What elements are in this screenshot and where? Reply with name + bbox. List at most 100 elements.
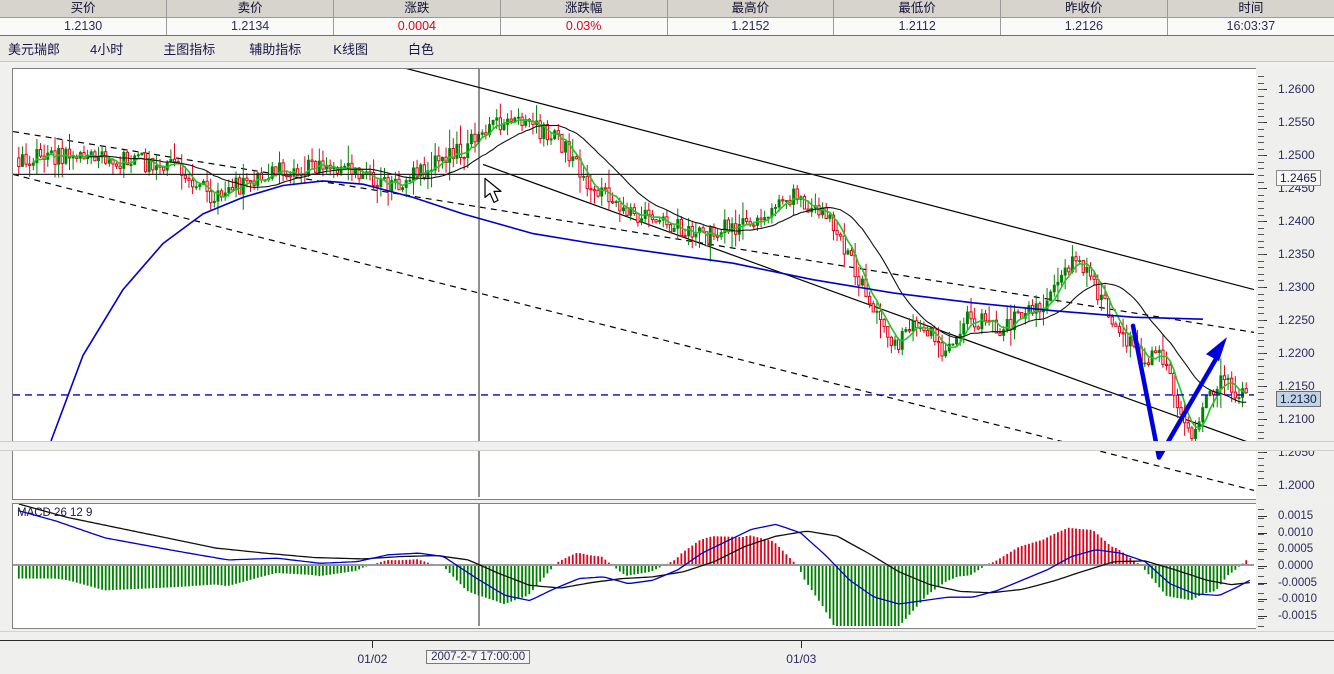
column-header-ask[interactable]: 卖价 [166,0,334,18]
macd-axis-minor-tick [1258,509,1264,511]
price-axis-minor-tick [1258,128,1264,130]
column-header-time[interactable]: 时间 [1167,0,1334,18]
price-axis-minor-tick [1258,484,1264,486]
bottom-spacer [0,631,1334,641]
macd-axis-minor-tick [1258,592,1264,594]
price-axis-minor-tick [1258,181,1264,183]
trend-annotation-arrow [1130,323,1227,460]
price-axis-label: 1.2300 [1278,280,1315,294]
column-header-change[interactable]: 涨跌 [333,0,501,18]
date-axis-tick [801,641,803,648]
price-axis-minor-tick [1258,175,1264,177]
price-axis-minor-tick [1258,313,1264,315]
macd-axis-tick [1258,516,1267,517]
date-axis[interactable]: 01/02 01/03 2007-2-7 17:00:00 [0,640,1334,674]
price-axis-minor-tick [1258,431,1264,433]
price-axis-minor-tick [1258,168,1264,170]
macd-axis-minor-tick [1258,601,1264,602]
column-header-bid[interactable]: 买价 [0,0,168,18]
toolbar-sub-indicator[interactable]: 辅助指标 [249,42,302,57]
macd-axis-minor-tick [1258,542,1264,544]
macd-axis-tick [1258,599,1267,601]
price-axis-minor-tick [1258,155,1264,157]
quote-value-ask: 1.2134 [166,17,334,36]
column-header-high[interactable]: 最高价 [667,0,835,18]
macd-axis-minor-tick [1258,567,1264,569]
price-axis-minor-tick [1258,326,1264,328]
price-axis-label: 1.2550 [1278,115,1315,130]
price-axis-minor-tick [1258,240,1264,242]
price-axis-minor-tick [1258,339,1264,341]
price-axis-minor-tick [1258,109,1264,111]
price-axis-minor-tick [1258,405,1264,407]
toolbar-theme[interactable]: 白色 [407,42,434,57]
price-axis-minor-tick [1258,214,1264,216]
price-axis-minor-tick [1258,352,1264,354]
price-axis-minor-tick [1258,102,1264,104]
price-axis-minor-tick [1258,148,1264,150]
quote-value-low: 1.2112 [833,17,1001,36]
column-header-low[interactable]: 最低价 [833,0,1001,18]
price-axis-minor-tick [1258,142,1264,144]
price-axis-minor-tick [1258,464,1264,466]
price-axis-minor-tick [1258,194,1264,196]
price-axis-minor-tick [1258,300,1264,302]
price-axis-minor-tick [1258,82,1264,84]
macd-chart-svg [13,504,1254,626]
price-axis-minor-tick [1258,234,1264,236]
price-axis-minor-tick [1258,188,1264,190]
quote-header-row: 买价 卖价 涨跌 涨跌幅 最高价 最低价 昨收价 时间 [0,0,1334,18]
price-axis-label: 1.2150 [1278,378,1315,393]
price-axis[interactable]: 1.2600 1.2550 1.2500 1.2450 1.2400 1.2350 1.23… [1256,68,1334,500]
panel-divider[interactable] [0,441,1334,451]
macd-axis-minor-tick [1258,609,1264,611]
price-axis-minor-tick [1258,161,1264,163]
crosshair-date-label: 2007-2-7 17:00:00 [426,650,531,664]
price-axis-minor-tick [1258,346,1264,348]
quote-value-time: 16:03:37 [1167,17,1334,36]
toolbar-period[interactable]: 4小时 [90,42,124,57]
macd-axis-minor-tick [1258,576,1264,577]
toolbar-chart-type[interactable]: K线图 [333,42,368,57]
price-axis-label: 1.2100 [1278,411,1315,426]
price-axis-minor-tick [1258,76,1264,78]
price-axis-minor-tick [1258,267,1264,269]
price-axis-minor-tick [1258,287,1264,288]
macd-plot-area[interactable]: MACD 26 12 9 [12,503,1257,629]
macd-axis-tick [1258,549,1267,551]
price-axis-minor-tick [1258,438,1264,440]
price-axis-label: 1.2250 [1278,312,1315,327]
price-axis-minor-tick [1258,458,1264,460]
price-axis-minor-tick [1258,451,1264,453]
price-axis-minor-tick [1258,207,1264,209]
price-plot-area[interactable] [12,68,1257,500]
toolbar-symbol[interactable]: 美元瑞郎 [8,42,61,57]
macd-axis-label: 0.0015 [1278,510,1314,522]
price-axis-label: 1.2200 [1278,345,1315,360]
macd-axis-label: -0.0010 [1278,593,1318,606]
column-header-prev-close[interactable]: 昨收价 [1000,0,1168,18]
last-price-label: 1.2130 [1276,390,1321,407]
quote-header-table: 买价 卖价 涨跌 涨跌幅 最高价 最低价 昨收价 时间 1.2130 1.213… [0,0,1334,36]
macd-axis: 0.0015 0.0010 0.0005 0.0000 -0.0005 -0.0010 -0… [1256,503,1334,629]
price-axis-minor-tick [1258,221,1264,223]
macd-axis-minor-tick [1258,517,1264,519]
macd-axis-minor-tick [1258,534,1264,536]
quote-value-change-pct: 0.03% [500,17,668,36]
macd-axis-minor-tick [1258,551,1264,552]
price-axis-minor-tick [1258,89,1264,91]
price-chart-svg [13,69,1254,497]
quote-value-row: 1.2130 1.2134 0.0004 0.03% 1.2152 1.2112… [0,17,1334,36]
column-header-change-pct[interactable]: 涨跌幅 [500,0,668,18]
macd-axis-label: 0.0010 [1278,526,1314,539]
price-axis-minor-tick [1258,280,1264,282]
macd-indicator-label: MACD 26 12 9 [17,507,93,519]
macd-axis-label: -0.0005 [1278,576,1318,589]
quote-value-prev-close: 1.2126 [1000,17,1168,36]
price-axis-minor-tick [1258,379,1264,381]
toolbar-main-indicator[interactable]: 主图指标 [163,42,216,57]
date-axis-tick [372,641,374,648]
macd-histogram [17,527,1248,626]
price-axis-label: 1.2500 [1278,148,1315,163]
